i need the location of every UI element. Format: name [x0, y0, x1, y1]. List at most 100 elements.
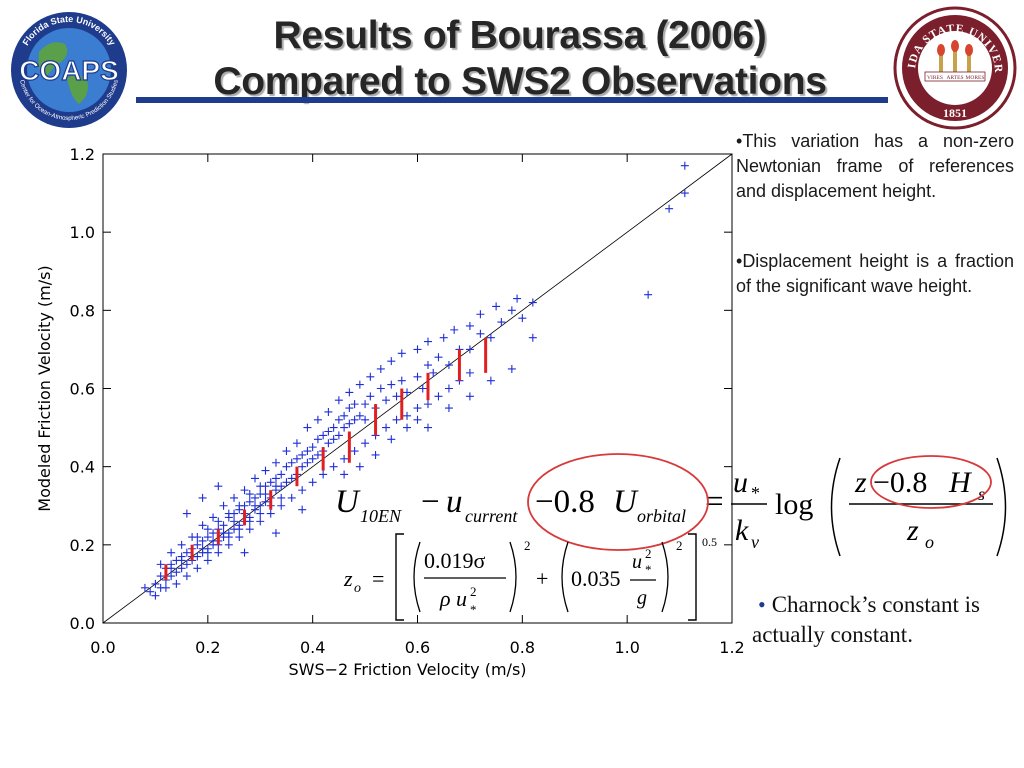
eq-zo-outer-exp: 0.5: [702, 535, 717, 549]
data-point: [513, 294, 522, 303]
data-point: [324, 427, 333, 436]
data-point: [334, 431, 343, 440]
data-point: [308, 454, 317, 463]
data-point: [261, 466, 270, 475]
data-point: [298, 486, 307, 495]
data-point: [319, 470, 328, 479]
x-tick-label: 0.0: [90, 638, 115, 657]
data-point: [387, 435, 396, 444]
data-point: [355, 462, 364, 471]
eq-frac-num: u: [733, 466, 748, 499]
data-point: [182, 548, 191, 557]
eq-u-sub: current: [465, 506, 518, 526]
coaps-logo: Florida State University Center for Ocea…: [11, 12, 127, 128]
data-point: [298, 462, 307, 471]
data-point: [429, 368, 438, 377]
data-point: [224, 540, 233, 549]
eq-zo-t2-coef: 0.035: [571, 566, 621, 591]
data-point: [251, 501, 260, 510]
data-point: [345, 404, 354, 413]
eq-log-den: z: [906, 514, 919, 547]
charnock-note: • Charnock’s constant is actually constan…: [752, 590, 1022, 650]
data-point: [240, 548, 249, 557]
data-point: [303, 447, 312, 456]
data-point: [245, 490, 254, 499]
data-point: [287, 493, 296, 502]
data-point: [497, 318, 506, 327]
data-point: [245, 497, 254, 506]
velocity-equation: U 10EN − u current −0.8 U orbital = u * …: [335, 453, 1007, 557]
data-point: [340, 423, 349, 432]
data-point: [256, 517, 265, 526]
x-tick-label: 0.8: [510, 638, 535, 657]
data-point: [151, 579, 160, 588]
data-point: [465, 392, 474, 401]
eq-zo-t2-num-u: u: [632, 551, 642, 573]
data-point: [465, 368, 474, 377]
data-point: [193, 564, 202, 573]
x-tick-label: 0.4: [300, 638, 325, 657]
data-point: [382, 423, 391, 432]
data-point: [423, 361, 432, 370]
data-point: [392, 415, 401, 424]
data-point: [361, 415, 370, 424]
data-point: [177, 540, 186, 549]
data-point: [387, 380, 396, 389]
data-point: [518, 314, 527, 323]
eq-zo-t2-num-sup: 2: [645, 546, 652, 561]
data-point: [182, 560, 191, 569]
data-point: [287, 474, 296, 483]
charnock-bullet: •: [758, 592, 766, 617]
data-point: [167, 548, 176, 557]
eq-zo-t1-den-rho: ρ: [439, 586, 451, 611]
data-point: [413, 372, 422, 381]
data-point: [198, 521, 207, 530]
data-point: [277, 501, 286, 510]
data-point: [235, 501, 244, 510]
data-point: [271, 529, 280, 538]
data-point: [680, 189, 689, 198]
eq-U: U: [335, 484, 361, 520]
data-point: [193, 533, 202, 542]
torch-icon: [937, 40, 973, 76]
fsu-banner-2: ARTES: [946, 75, 963, 81]
data-point: [350, 447, 359, 456]
data-point: [203, 533, 212, 542]
data-point: [313, 435, 322, 444]
note-text: Displacement height is a fraction of the…: [736, 251, 1014, 296]
data-point: [319, 431, 328, 440]
eq-frac-den: k: [735, 514, 749, 547]
data-point: [476, 329, 485, 338]
charnock-text: Charnock’s constant is actually constant…: [752, 592, 980, 647]
fsu-banner-3: MORES: [966, 75, 985, 81]
data-point: [214, 517, 223, 526]
data-point: [214, 482, 223, 491]
data-point: [413, 345, 422, 354]
data-point: [303, 423, 312, 432]
data-point: [167, 572, 176, 581]
data-point: [340, 454, 349, 463]
page-title-line-2: Compared to SWS2 Observations: [213, 60, 827, 103]
data-point: [324, 407, 333, 416]
y-tick-label: 0.8: [70, 301, 95, 320]
data-point: [198, 544, 207, 553]
data-point: [324, 439, 333, 448]
data-point: [465, 321, 474, 330]
data-point: [282, 478, 291, 487]
data-point: [340, 411, 349, 420]
eq-U-sub: 10EN: [360, 506, 402, 526]
x-tick-label: 1.0: [614, 638, 639, 657]
data-point: [256, 482, 265, 491]
data-point: [261, 497, 270, 506]
data-point: [403, 411, 412, 420]
x-tick-label: 0.6: [405, 638, 430, 657]
eq-zo-t2-num-sub: *: [645, 562, 652, 577]
data-point: [387, 357, 396, 366]
data-point: [355, 380, 364, 389]
data-point: [271, 482, 280, 491]
data-point: [329, 435, 338, 444]
data-point: [366, 372, 375, 381]
y-tick-label: 1.0: [70, 223, 95, 242]
data-point: [193, 540, 202, 549]
data-point: [345, 388, 354, 397]
